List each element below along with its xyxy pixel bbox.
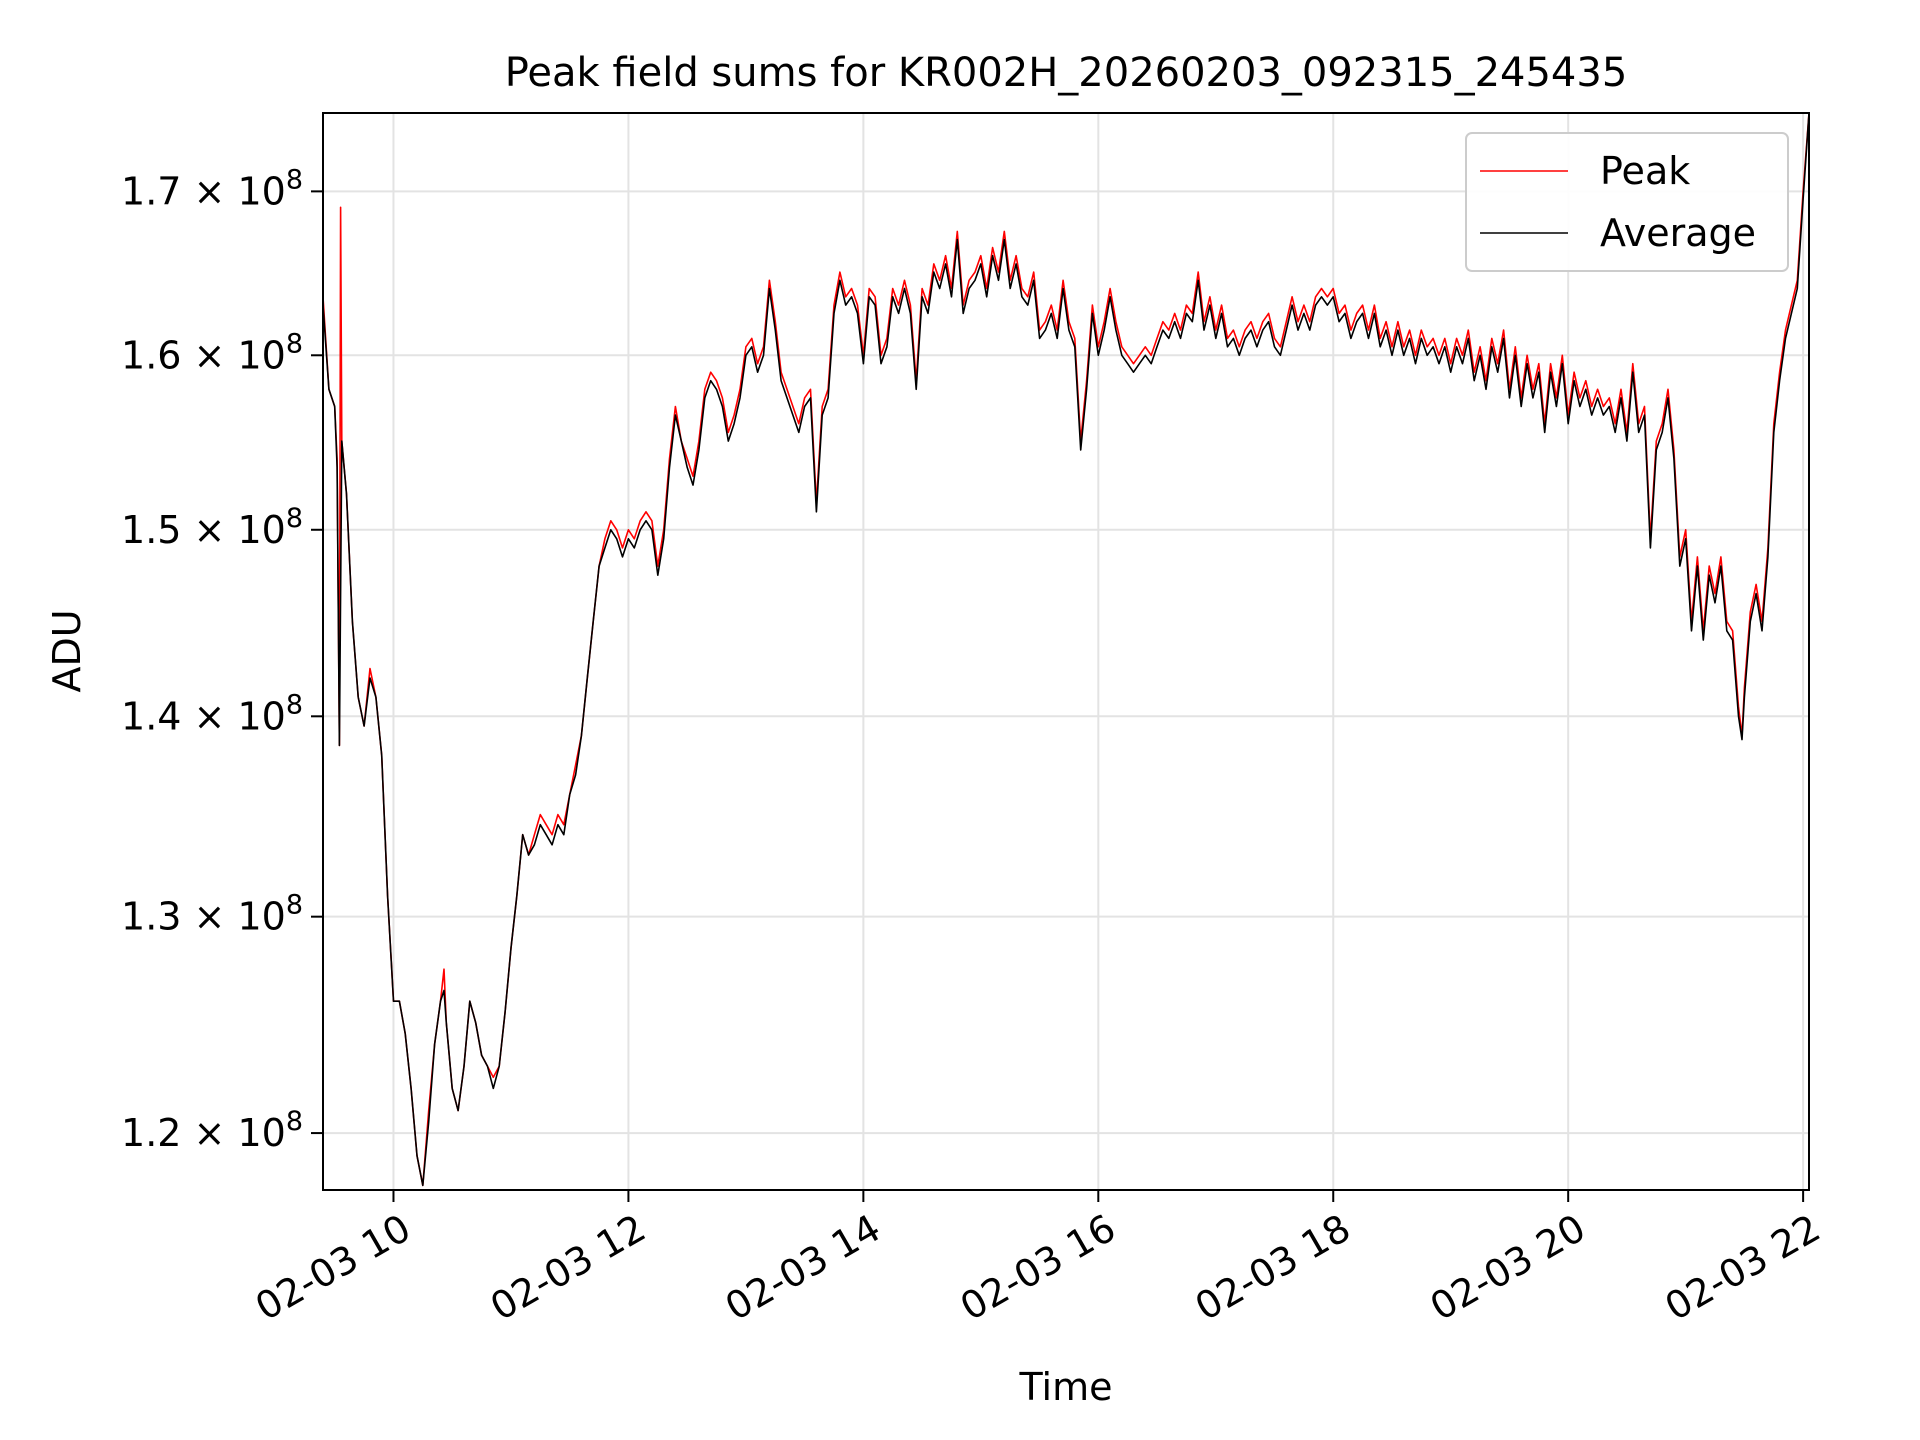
chart-title: Peak field sums for KR002H_20260203_0923… bbox=[505, 50, 1628, 96]
legend: Peak Average bbox=[1465, 132, 1789, 272]
y-tick-label: 1.3 × 108 bbox=[121, 890, 303, 939]
plot-series bbox=[322, 112, 1810, 1187]
y-tick-label: 1.4 × 108 bbox=[121, 689, 303, 738]
y-tick-label: 1.6 × 108 bbox=[121, 328, 303, 377]
x-axis-label: Time bbox=[1019, 1365, 1113, 1409]
y-tick-label: 1.7 × 108 bbox=[121, 164, 303, 213]
legend-label-average: Average bbox=[1600, 211, 1756, 255]
plot-frame bbox=[322, 112, 1810, 1191]
legend-box bbox=[1465, 132, 1789, 272]
series-line-average bbox=[322, 112, 1810, 1187]
y-axis: 1.2 × 108 1.3 × 108 1.4 × 108 1.5 × 108 1.6 … bbox=[121, 164, 323, 1155]
series-line-peak bbox=[322, 112, 1810, 1187]
legend-label-peak: Peak bbox=[1600, 149, 1690, 193]
y-tick-label: 1.5 × 108 bbox=[121, 503, 303, 552]
grid-lines bbox=[323, 113, 1809, 1190]
y-tick-label: 1.2 × 108 bbox=[121, 1106, 303, 1155]
y-axis-label: ADU bbox=[45, 609, 89, 692]
